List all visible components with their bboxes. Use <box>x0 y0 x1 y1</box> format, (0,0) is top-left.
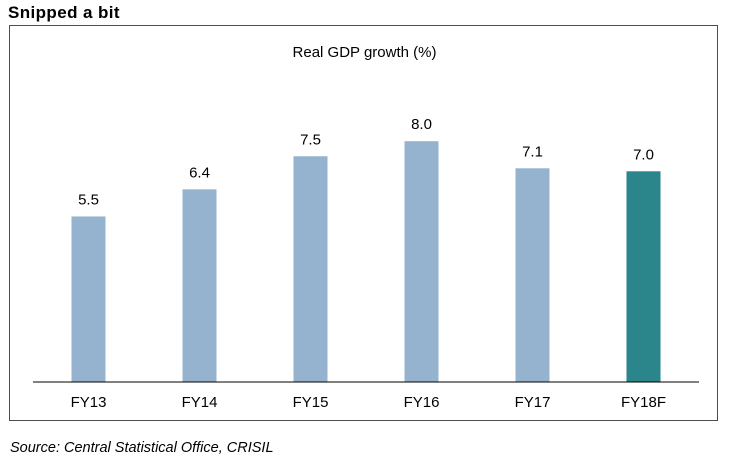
chart-title: Real GDP growth (%) <box>292 44 437 61</box>
bar-chart: 5.5 FY13 6.4 FY14 7.5 FY15 8.0 FY16 7.1 FY17 7.0 FY… <box>33 116 699 411</box>
data-label-fy18f: 7.0 <box>633 146 654 163</box>
x-tick-label-fy15: FY15 <box>293 394 329 411</box>
data-label-fy13: 5.5 <box>78 191 99 208</box>
bar-fy13 <box>71 216 106 382</box>
x-tick-label-fy14: FY14 <box>182 394 218 411</box>
x-tick-label-fy16: FY16 <box>404 394 440 411</box>
x-tick-label-fy18f: FY18F <box>621 394 666 411</box>
bar-fy14 <box>182 189 217 382</box>
data-label-fy15: 7.5 <box>300 131 321 148</box>
x-tick-label-fy13: FY13 <box>71 394 107 411</box>
chart-frame: Real GDP growth (%) 5.5 FY13 6.4 FY14 7.5 FY1… <box>9 25 718 421</box>
bar-fy17 <box>515 168 550 382</box>
bar-fy18f <box>626 171 661 382</box>
data-label-fy16: 8.0 <box>411 116 432 133</box>
page-heading: Snipped a bit <box>8 3 120 22</box>
x-tick-label-fy17: FY17 <box>515 394 551 411</box>
source-note: Source: Central Statistical Office, CRIS… <box>10 440 274 456</box>
bar-fy15 <box>293 156 328 382</box>
data-label-fy17: 7.1 <box>522 143 543 160</box>
data-label-fy14: 6.4 <box>189 164 210 181</box>
bar-fy16 <box>404 141 439 382</box>
